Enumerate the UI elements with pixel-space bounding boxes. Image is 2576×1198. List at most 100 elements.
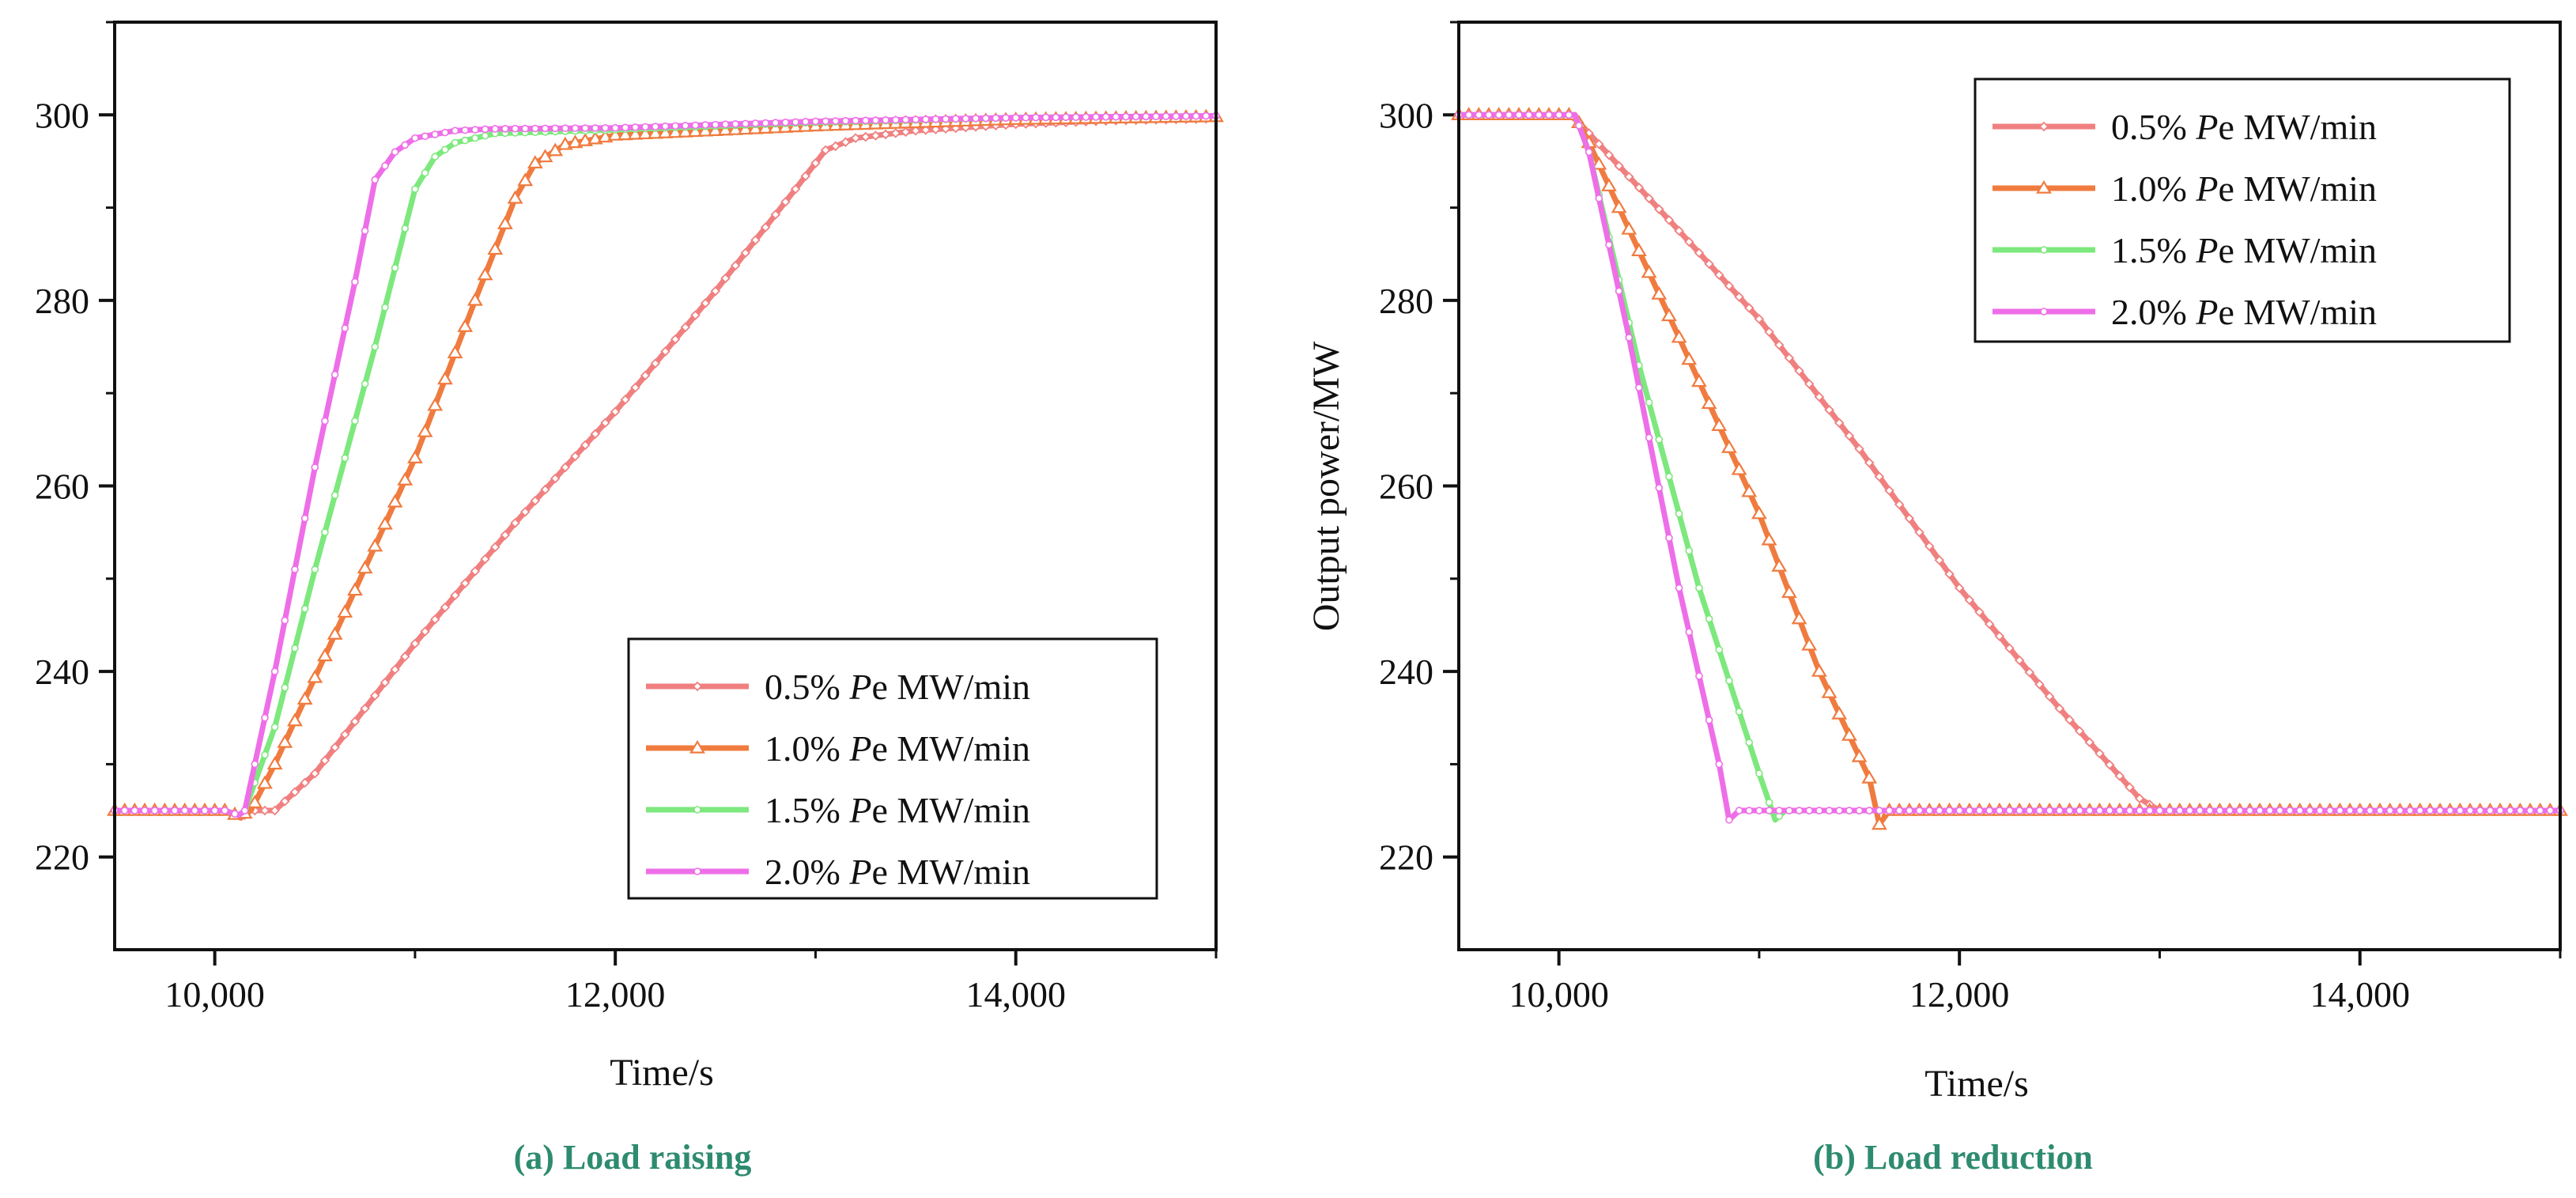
data-point — [600, 418, 610, 429]
data-point — [871, 130, 881, 141]
data-point — [1631, 243, 1647, 257]
data-point — [621, 123, 629, 132]
data-point — [1071, 113, 1080, 121]
data-point — [450, 590, 460, 601]
data-point — [2095, 807, 2104, 814]
data-point — [1964, 595, 1975, 606]
data-point — [300, 777, 310, 788]
data-point — [521, 124, 530, 133]
data-point — [406, 450, 423, 464]
data-point — [801, 118, 810, 126]
data-point — [1804, 379, 1815, 389]
data-point — [720, 273, 731, 284]
data-point — [882, 116, 890, 124]
data-point — [1765, 798, 1773, 807]
data-point — [1691, 373, 1707, 387]
data-point — [861, 116, 870, 125]
data-point — [2346, 807, 2354, 814]
data-point — [721, 120, 730, 129]
data-point — [270, 723, 279, 731]
data-point — [1764, 327, 1774, 338]
data-point — [489, 542, 500, 553]
data-point — [1585, 148, 1593, 157]
data-point — [560, 462, 571, 473]
data-point — [1475, 111, 1483, 119]
data-point — [1835, 807, 1844, 814]
data-point — [2336, 807, 2344, 814]
data-point — [2476, 807, 2484, 814]
data-point — [920, 125, 931, 135]
data-point — [641, 123, 649, 131]
data-point — [369, 690, 380, 701]
data-point — [470, 566, 481, 576]
data-point — [712, 120, 720, 129]
data-point — [607, 127, 624, 141]
data-point — [750, 235, 761, 245]
data-point — [1954, 583, 1965, 593]
data-point — [1924, 541, 1935, 552]
data-point — [2185, 807, 2194, 814]
legend-label-1: 0.5% Pe MW/min — [2111, 107, 2377, 147]
data-point — [931, 115, 940, 123]
data-point — [2496, 807, 2504, 814]
data-point — [500, 530, 511, 540]
data-point — [650, 358, 661, 368]
data-point — [451, 127, 459, 135]
data-point — [1625, 334, 1634, 342]
data-point — [330, 743, 340, 753]
data-point — [171, 807, 179, 814]
y-tick-label: 300 — [35, 95, 89, 135]
data-point — [691, 121, 700, 130]
data-point — [921, 115, 930, 123]
data-point — [351, 278, 359, 286]
data-point — [687, 123, 704, 138]
data-point — [1172, 112, 1180, 120]
data-point — [1771, 557, 1788, 572]
data-point — [1731, 461, 1747, 475]
data-point — [481, 125, 489, 134]
data-point — [850, 133, 861, 143]
data-point — [1975, 807, 1984, 814]
data-point — [1202, 111, 1211, 120]
data-point — [417, 423, 433, 437]
data-point — [760, 222, 771, 232]
data-point — [1611, 199, 1627, 214]
data-point — [371, 342, 380, 351]
data-point — [1122, 112, 1130, 121]
data-point — [261, 750, 269, 759]
y-axis-title-b: Output power/MW — [1305, 341, 1347, 631]
legend-label-4: 2.0% Pe MW/min — [765, 852, 1030, 892]
legend-marker-3 — [2040, 246, 2048, 254]
data-point — [1925, 807, 1933, 814]
data-point — [361, 227, 369, 235]
data-point — [270, 667, 279, 675]
data-point — [852, 116, 859, 125]
data-point — [1644, 193, 1654, 204]
data-point — [1845, 807, 1853, 814]
data-point — [2546, 807, 2555, 814]
x-tick-label: 10,000 — [164, 974, 265, 1015]
data-point — [2205, 807, 2214, 814]
data-point — [577, 132, 594, 146]
data-point — [771, 119, 780, 127]
y-tick-label: 260 — [1379, 467, 1433, 507]
data-point — [1131, 112, 1140, 121]
data-point — [1906, 807, 1913, 814]
data-point — [2125, 782, 2135, 792]
data-point — [1974, 607, 1985, 618]
data-point — [361, 380, 369, 388]
data-point — [1871, 816, 1887, 830]
data-point — [2005, 807, 2014, 814]
legend-marker-4 — [693, 867, 701, 875]
legend-marker-2 — [689, 739, 705, 754]
data-point — [2004, 643, 2015, 654]
data-point — [2436, 807, 2444, 814]
data-point — [1614, 161, 1624, 172]
data-point — [820, 145, 831, 156]
data-point — [1515, 111, 1523, 119]
data-point — [480, 554, 490, 565]
legend-label-1: 0.5% Pe MW/min — [765, 667, 1030, 707]
data-point — [2235, 807, 2244, 814]
data-point — [830, 141, 841, 152]
data-point — [441, 128, 449, 137]
